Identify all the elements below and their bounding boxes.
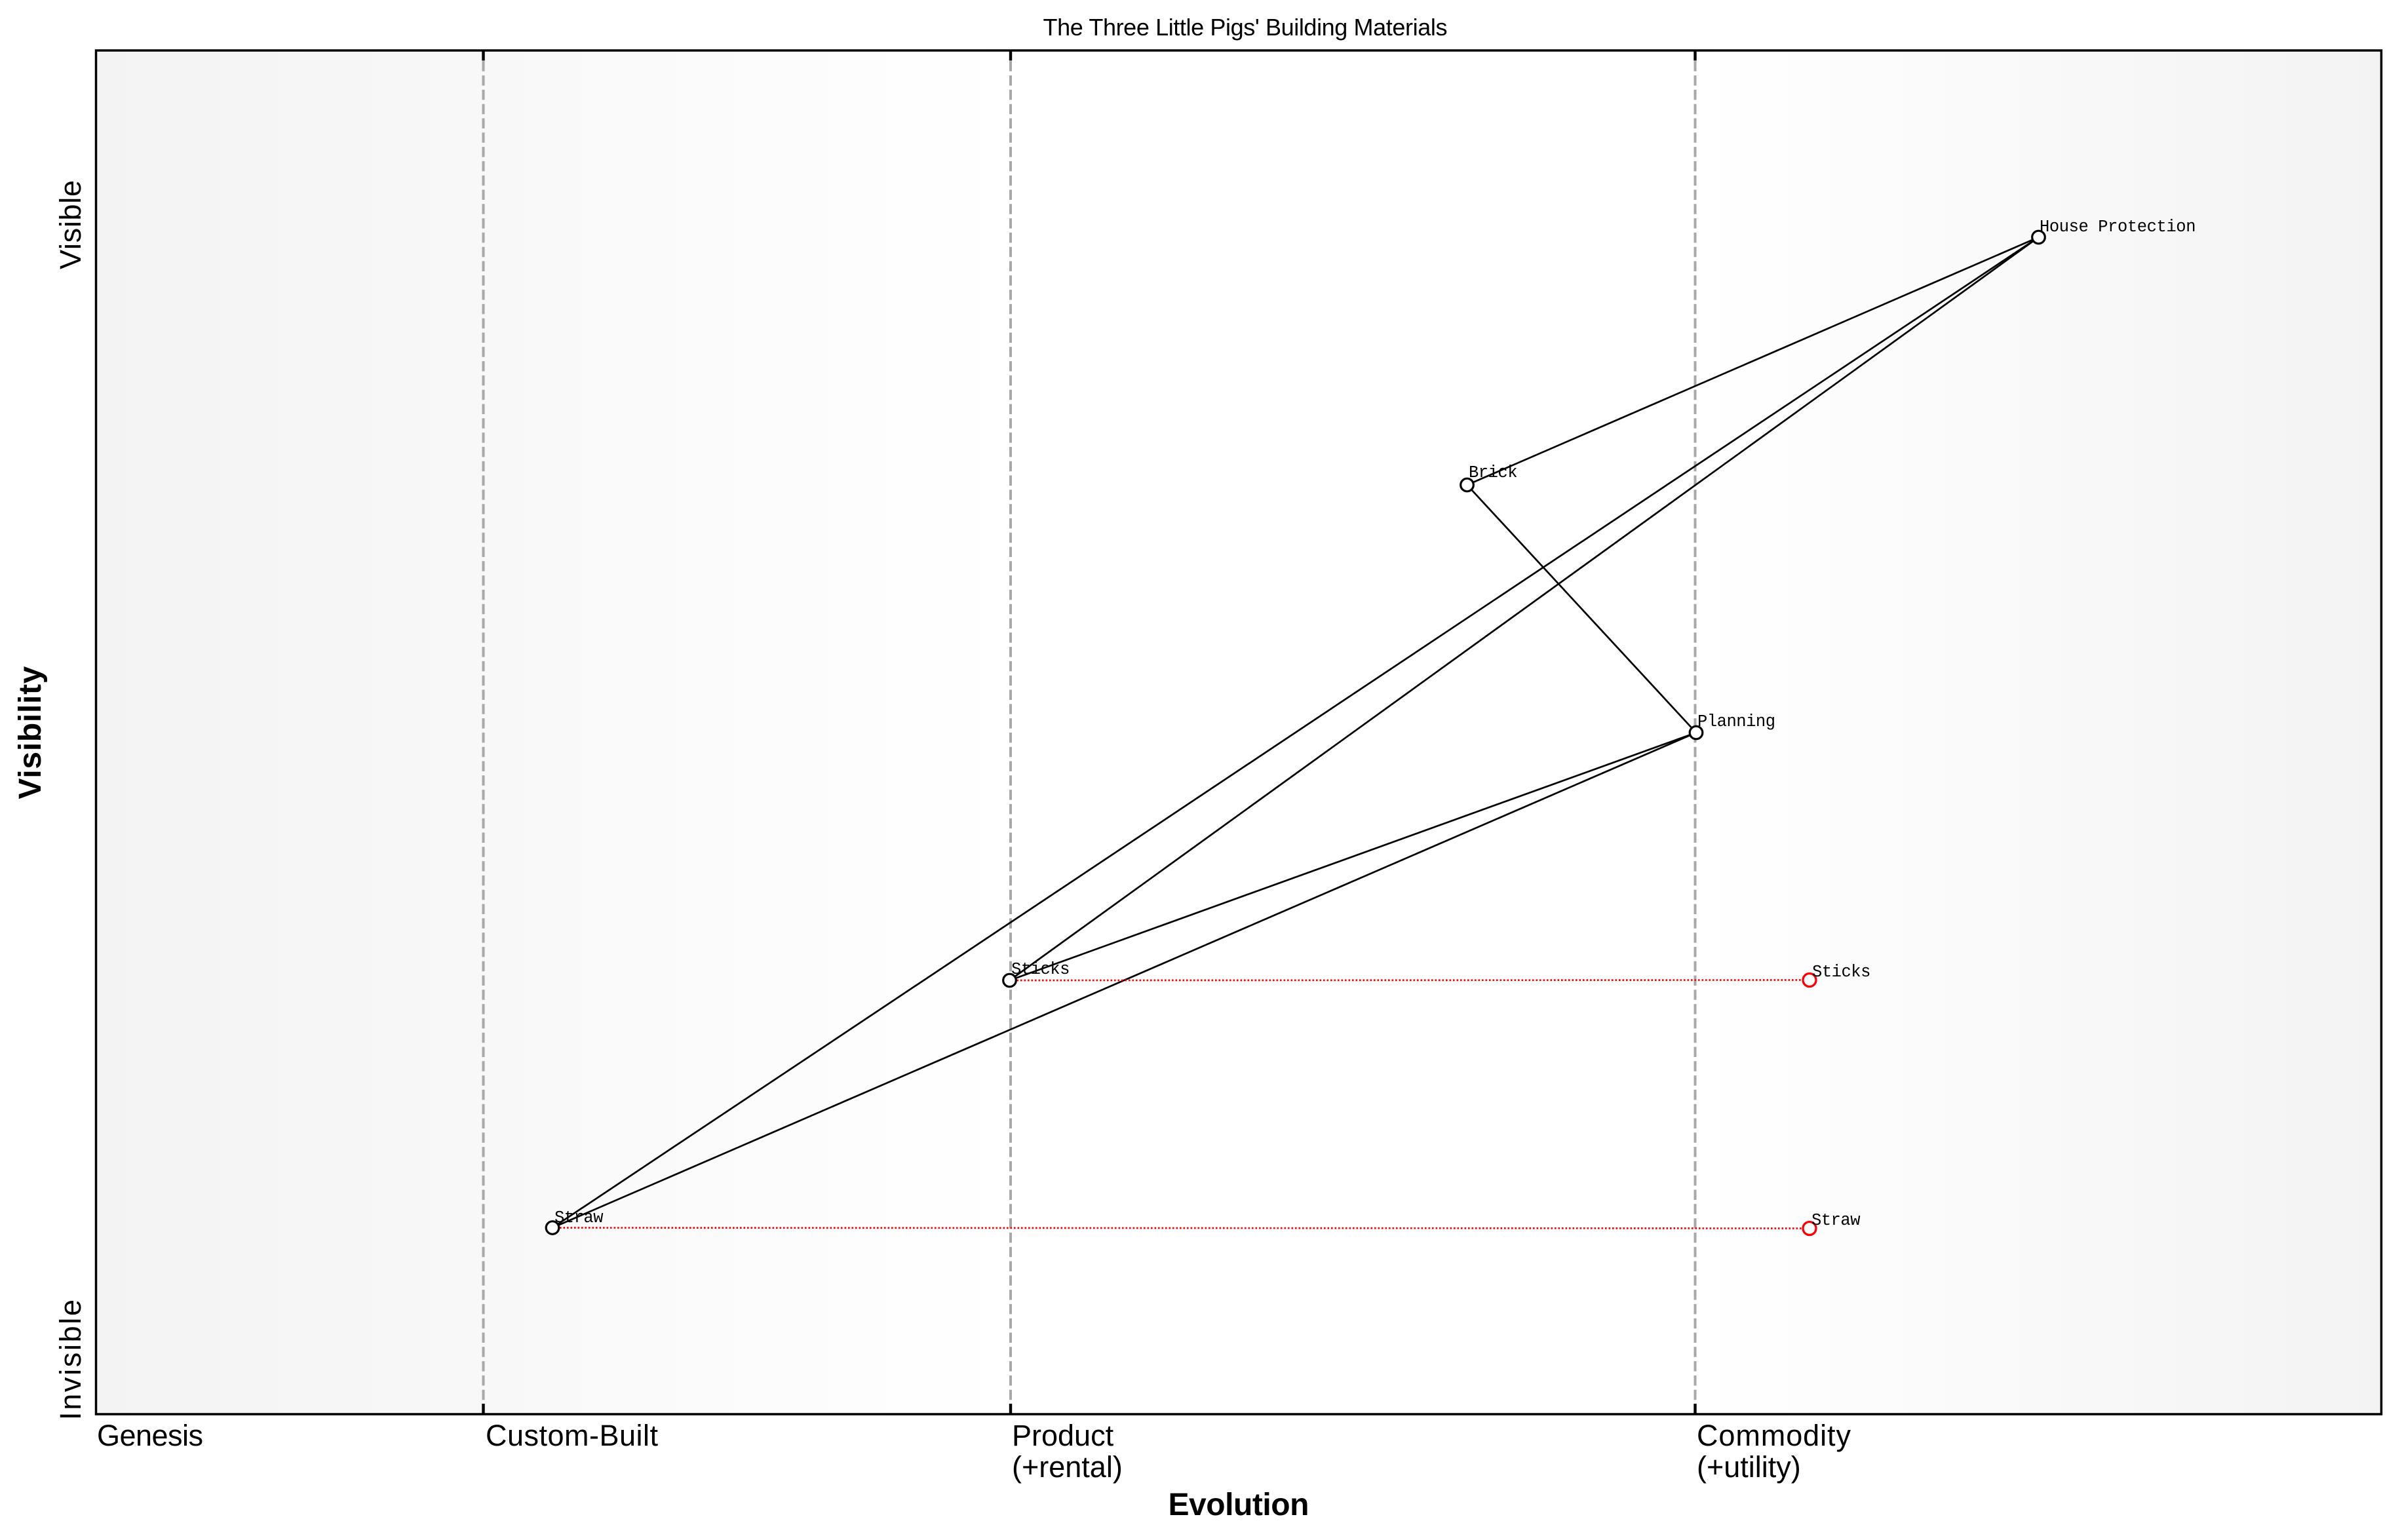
svg-text:Straw: Straw <box>1811 1211 1861 1230</box>
svg-text:Sticks: Sticks <box>1812 963 1870 982</box>
svg-text:Evolution: Evolution <box>1169 1488 1309 1522</box>
svg-text:(+utility): (+utility) <box>1697 1450 1801 1484</box>
svg-text:The Three Little Pigs' Buildin: The Three Little Pigs' Building Material… <box>1043 14 1448 41</box>
svg-text:Product: Product <box>1012 1419 1114 1452</box>
svg-text:Commodity: Commodity <box>1697 1419 1851 1452</box>
svg-text:Genesis: Genesis <box>97 1419 203 1452</box>
svg-text:Brick: Brick <box>1469 463 1518 482</box>
svg-text:Visible: Visible <box>54 180 87 269</box>
svg-text:Invisible: Invisible <box>54 1299 87 1420</box>
svg-text:Sticks: Sticks <box>1011 960 1070 979</box>
svg-text:House Protection: House Protection <box>2040 218 2196 237</box>
svg-text:Straw: Straw <box>554 1208 604 1227</box>
svg-text:(+rental): (+rental) <box>1012 1450 1123 1484</box>
svg-text:Visibility: Visibility <box>13 666 48 799</box>
svg-text:Custom-Built: Custom-Built <box>486 1419 658 1452</box>
svg-text:Planning: Planning <box>1697 712 1775 731</box>
